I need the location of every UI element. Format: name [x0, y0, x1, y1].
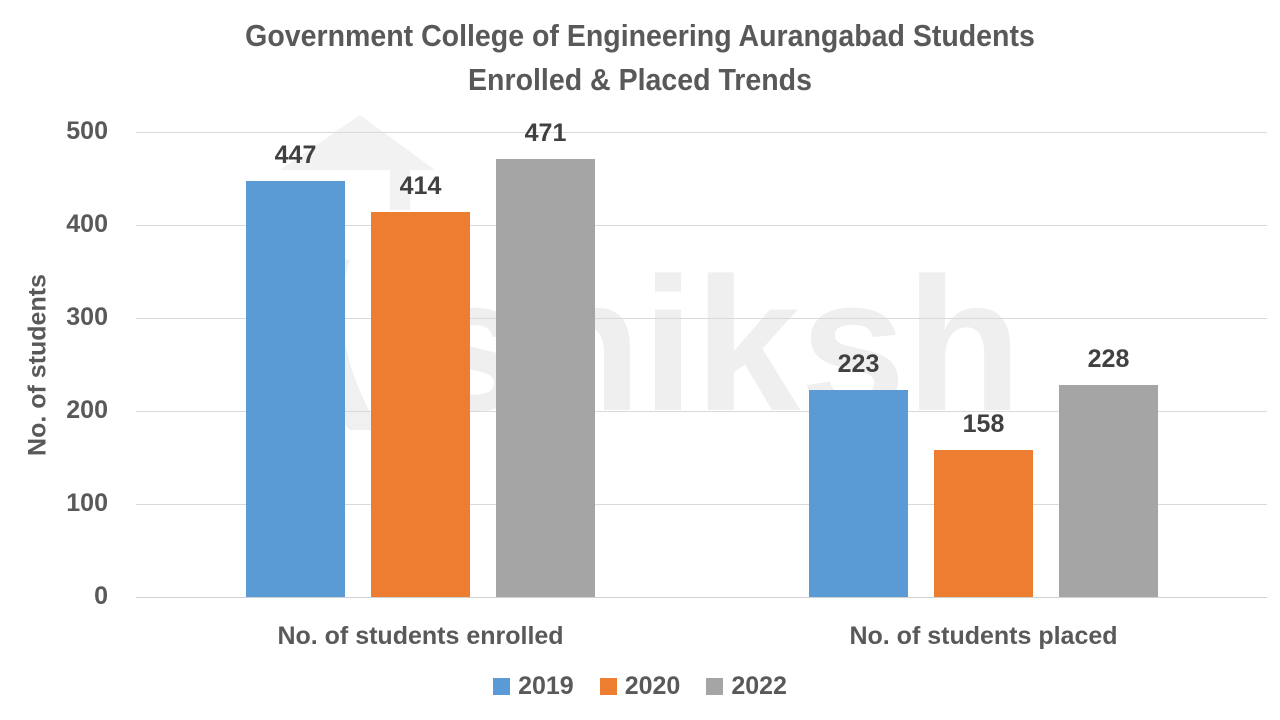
legend-item-2019[interactable]: 2019 [493, 672, 574, 701]
data-label: 471 [524, 119, 567, 147]
bar-2019[interactable] [809, 390, 908, 597]
gridline [136, 318, 1267, 319]
y-tick-label: 300 [66, 303, 108, 331]
y-tick-label: 500 [66, 117, 108, 145]
legend-item-2020[interactable]: 2020 [599, 672, 681, 701]
data-label: 414 [399, 172, 442, 200]
bar-2020[interactable] [371, 212, 470, 597]
legend-label: 2020 [624, 672, 681, 700]
chart-title-line-1: Government College of Engineering Aurang… [245, 18, 1035, 53]
legend-item-2022[interactable]: 2022 [706, 672, 787, 701]
bar-2020[interactable] [934, 450, 1033, 597]
data-label: 228 [1087, 345, 1130, 373]
y-tick-label: 100 [66, 489, 108, 517]
data-label: 447 [274, 141, 317, 169]
gridline [136, 225, 1267, 226]
legend-swatch-icon [706, 678, 724, 695]
legend-swatch-icon [493, 678, 511, 695]
legend: 2019 2020 2022 [0, 672, 1280, 701]
y-tick-label: 400 [66, 210, 108, 238]
y-tick-label: 200 [66, 396, 108, 424]
gridline [136, 411, 1267, 412]
legend-label: 2022 [731, 672, 787, 700]
data-label: 223 [837, 350, 880, 378]
bar-2022[interactable] [1059, 385, 1158, 597]
category-label: No. of students placed [849, 622, 1118, 650]
gridline [136, 597, 1267, 598]
bar-2019[interactable] [246, 181, 345, 597]
legend-swatch-icon [599, 678, 617, 695]
gridline [136, 132, 1267, 133]
chart-title: Government College of Engineering Aurang… [51, 14, 1229, 102]
chart-title-line-2: Enrolled & Placed Trends [468, 62, 812, 97]
bar-2022[interactable] [496, 159, 595, 597]
gridline [136, 504, 1267, 505]
legend-label: 2019 [518, 672, 574, 700]
y-tick-label: 0 [94, 582, 108, 610]
category-label: No. of students enrolled [277, 622, 564, 650]
y-axis-label: No. of students [23, 274, 52, 456]
data-label: 158 [962, 410, 1005, 438]
